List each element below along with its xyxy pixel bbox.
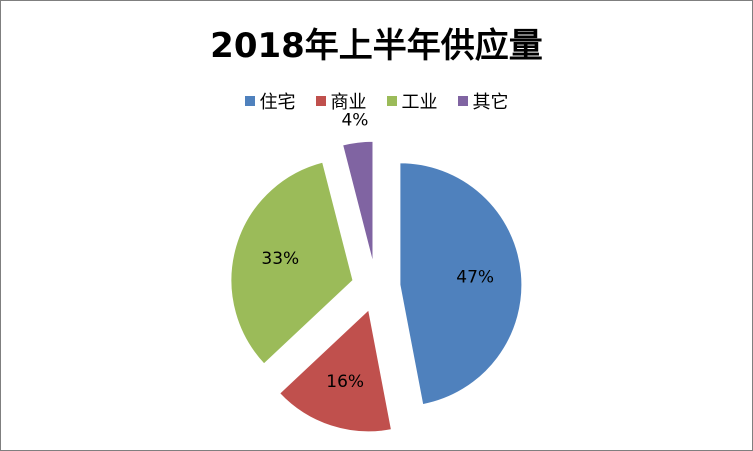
chart-legend: 住宅 商业 工业 其它: [0, 88, 753, 114]
slice-other: [342, 140, 374, 264]
legend-item-industrial: 工业: [386, 88, 438, 114]
legend-swatch-other: [457, 96, 468, 106]
slice-label-commercial: 16%: [326, 372, 364, 392]
legend-label-commercial: 商业: [330, 92, 367, 113]
legend-label-residential: 住宅: [259, 92, 296, 113]
slice-residential: [399, 162, 523, 406]
slice-commercial: [278, 308, 393, 433]
legend-swatch-commercial: [315, 96, 326, 106]
legend-item-commercial: 商业: [315, 88, 367, 114]
slice-label-other: 4%: [341, 110, 368, 130]
pie-slices: [230, 140, 523, 433]
chart-title: 2018年上半年供应量: [210, 26, 543, 66]
slice-industrial: [230, 161, 354, 365]
pie-labels: 47% 16% 33% 4%: [261, 110, 494, 391]
legend-swatch-residential: [244, 96, 255, 106]
legend-item-other: 其它: [457, 88, 509, 114]
legend-item-residential: 住宅: [244, 88, 296, 114]
legend-label-other: 其它: [472, 92, 509, 113]
legend-label-industrial: 工业: [401, 92, 438, 113]
legend-swatch-industrial: [386, 96, 397, 106]
slice-label-residential: 47%: [456, 268, 494, 288]
slice-label-industrial: 33%: [261, 249, 299, 269]
